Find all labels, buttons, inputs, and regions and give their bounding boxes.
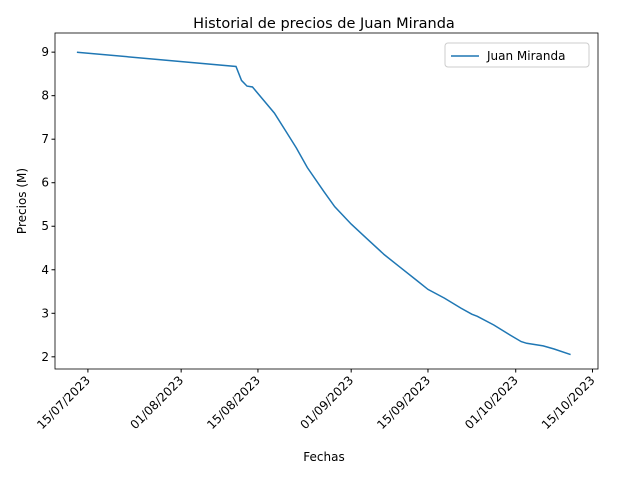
y-tick-label: 5 (41, 219, 49, 233)
y-tick-label: 6 (41, 176, 49, 190)
y-tick-label: 9 (41, 45, 49, 59)
x-tick-label: 15/10/2023 (539, 373, 598, 432)
x-tick-label: 15/08/2023 (204, 373, 263, 432)
y-tick-label: 2 (41, 350, 49, 364)
y-axis-label: Precios (M) (15, 168, 29, 234)
x-tick-label: 15/09/2023 (374, 373, 433, 432)
x-tick-label: 15/07/2023 (34, 373, 93, 432)
y-tick-label: 7 (41, 132, 49, 146)
y-tick-label: 8 (41, 89, 49, 103)
x-axis-label: Fechas (303, 450, 344, 464)
line (76, 51, 571, 356)
plot-frame (54, 32, 599, 370)
x-tick-label: 01/08/2023 (127, 373, 186, 432)
x-tick-label: 01/09/2023 (297, 373, 356, 432)
y-tick-label: 4 (41, 263, 49, 277)
chart-title: Historial de precios de Juan Miranda (193, 16, 455, 32)
legend-box (444, 42, 590, 68)
y-tick-label: 3 (41, 306, 49, 320)
legend-label: Juan Miranda (486, 49, 565, 63)
x-tick-label: 01/10/2023 (462, 373, 521, 432)
